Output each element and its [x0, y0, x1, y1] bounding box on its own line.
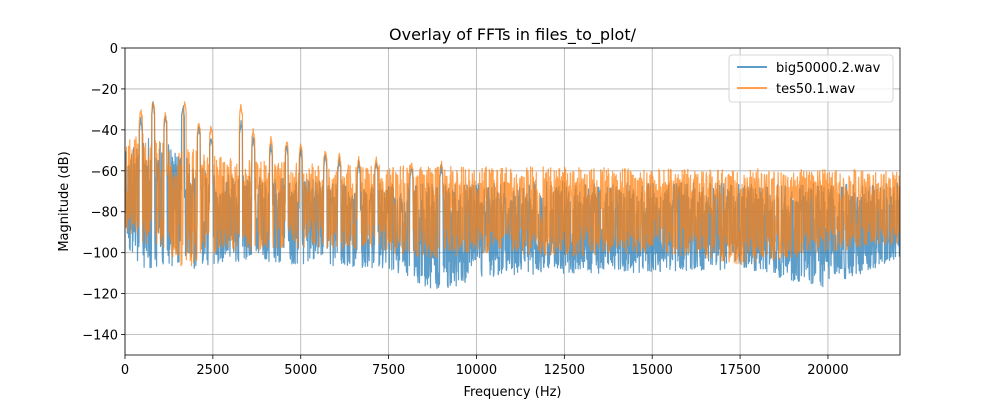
x-axis-label: Frequency (Hz) [463, 385, 561, 400]
legend: big50000.2.wav tes50.1.wav [728, 54, 894, 103]
x-tick-label: 7500 [372, 363, 405, 378]
x-tick-label: 20000 [807, 363, 848, 378]
legend-label-tes50: tes50.1.wav [776, 82, 856, 97]
chart-title: Overlay of FFTs in files_to_plot/ [389, 25, 637, 45]
x-tick-label: 15000 [632, 363, 673, 378]
y-tick-label: −120 [82, 288, 118, 303]
y-tick-label: 0 [110, 42, 118, 57]
x-tick-label: 12500 [544, 363, 585, 378]
y-tick-label: −80 [91, 206, 118, 221]
tick-layer: 0 2500 5000 7500 10000 12500 15000 17500 20000 0 −… [82, 42, 848, 378]
x-tick-label: 0 [121, 363, 129, 378]
legend-box [728, 54, 894, 103]
x-tick-label: 2500 [196, 363, 229, 378]
y-tick-label: −20 [91, 83, 118, 98]
plot-frame [124, 47, 901, 356]
y-tick-label: −140 [82, 329, 118, 344]
x-tick-label: 17500 [719, 363, 760, 378]
y-tick-label: −40 [91, 124, 118, 139]
y-axis-label: Magnitude (dB) [57, 151, 72, 251]
legend-label-big50000: big50000.2.wav [776, 61, 881, 76]
series-layer [125, 101, 900, 289]
y-tick-label: −60 [91, 165, 118, 180]
y-tick-label: −100 [82, 247, 118, 262]
x-tick-label: 10000 [456, 363, 497, 378]
series-line-tes50 [125, 101, 900, 267]
x-tick-label: 5000 [284, 363, 317, 378]
